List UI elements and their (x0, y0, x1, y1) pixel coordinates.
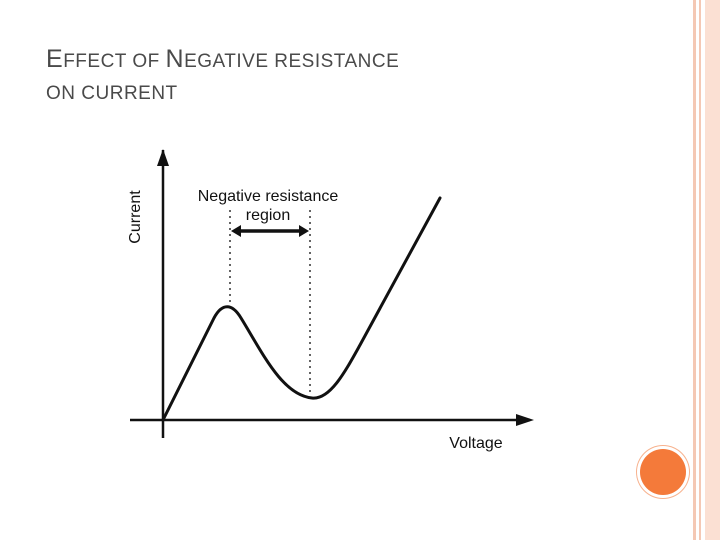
decorative-side-bar (693, 0, 696, 540)
x-axis-arrow-icon (516, 414, 534, 426)
title-initial: E (46, 45, 64, 73)
x-axis-label: Voltage (449, 435, 502, 452)
slide-title: EFFECT OF NEGATIVE RESISTANCE ON CURRENT (46, 40, 399, 108)
title-line-1: EFFECT OF NEGATIVE RESISTANCE (46, 40, 399, 79)
region-label-line1: Negative resistance (198, 188, 339, 205)
decorative-side-bar (705, 0, 720, 540)
title-line-2: ON CURRENT (46, 82, 178, 104)
title-text: EGATIVE RESISTANCE (184, 51, 400, 72)
title-text: FFECT OF (63, 51, 166, 72)
iv-curve (161, 196, 442, 422)
region-label-line2: region (246, 207, 290, 224)
region-arrow-right-icon (299, 225, 309, 237)
region-arrow-left-icon (231, 225, 241, 237)
decorative-side-bar (699, 0, 701, 540)
decorative-orange-circle (640, 449, 686, 495)
y-axis-label: Current (127, 190, 144, 244)
y-axis-arrow-icon (157, 149, 169, 166)
title-initial: N (165, 45, 185, 73)
